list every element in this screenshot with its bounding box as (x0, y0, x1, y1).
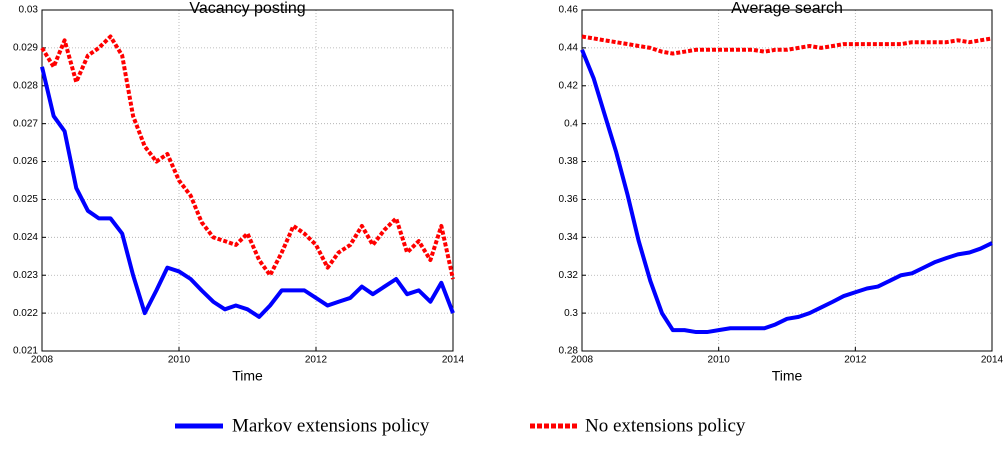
series-line (40, 34, 455, 280)
y-tick-label: 0.4 (564, 118, 578, 129)
y-tick-label: 0.36 (559, 194, 579, 205)
y-tick-label: 0.022 (13, 308, 38, 319)
y-tick-label: 0.3 (564, 308, 578, 319)
series-line (581, 34, 993, 56)
y-tick-label: 0.32 (559, 270, 579, 281)
x-axis-label: Time (232, 368, 263, 384)
y-tick-label: 0.46 (559, 5, 579, 16)
y-tick-label: 0.024 (13, 232, 38, 243)
x-tick-label: 2008 (571, 355, 594, 366)
chart-title: Vacancy posting (189, 0, 305, 17)
y-tick-label: 0.38 (559, 156, 579, 167)
plot-area (42, 10, 453, 351)
y-tick-label: 0.028 (13, 80, 38, 91)
y-tick-label: 0.026 (13, 156, 38, 167)
x-tick-label: 2010 (168, 355, 191, 366)
x-tick-label: 2012 (305, 355, 328, 366)
y-tick-label: 0.42 (559, 80, 579, 91)
series-line (580, 49, 993, 335)
y-tick-label: 0.021 (13, 346, 38, 357)
plot-frame (581, 9, 993, 352)
x-tick-label: 2014 (981, 355, 1004, 366)
y-tick-label: 0.029 (13, 43, 38, 54)
y-tick-label: 0.025 (13, 194, 38, 205)
y-tick-label: 0.34 (559, 232, 579, 243)
x-tick-label: 2008 (31, 355, 54, 366)
y-tick-label: 0.027 (13, 118, 38, 129)
x-tick-label: 2012 (844, 355, 867, 366)
plot-area (582, 10, 992, 351)
y-tick-label: 0.03 (19, 5, 39, 16)
x-tick-label: 2010 (708, 355, 731, 366)
x-tick-label: 2014 (442, 355, 465, 366)
y-tick-label: 0.44 (559, 43, 579, 54)
y-tick-label: 0.28 (559, 346, 579, 357)
chart-title: Average search (731, 0, 843, 17)
x-axis-label: Time (772, 368, 803, 384)
legend-label: Markov extensions policy (232, 415, 430, 436)
y-tick-label: 0.023 (13, 270, 38, 281)
series-line (40, 66, 455, 319)
plot-frame (41, 9, 454, 352)
legend-label: No extensions policy (585, 415, 746, 436)
